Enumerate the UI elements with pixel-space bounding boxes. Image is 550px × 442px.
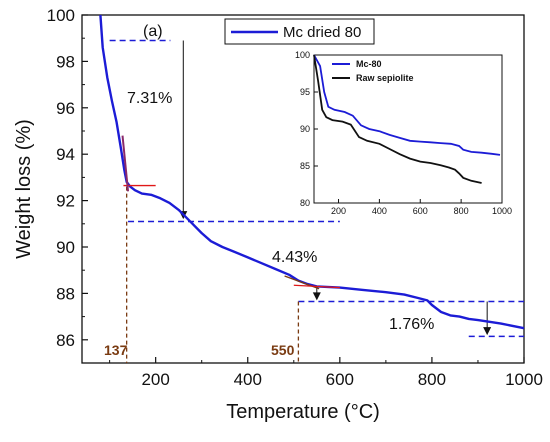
y-tick-label: 92 xyxy=(56,192,75,211)
y-tick-label: 90 xyxy=(56,238,75,257)
x-tick-label: 600 xyxy=(326,370,354,389)
inset-y-tick-label: 100 xyxy=(295,50,310,60)
onset2-temperature-label: 550 xyxy=(271,342,295,358)
inset-x-tick-label: 600 xyxy=(413,206,428,216)
main-tick-marks xyxy=(82,14,525,363)
arrow-step3-head xyxy=(483,327,492,336)
inset-y-tick-label: 85 xyxy=(300,161,310,171)
x-tick-label: 800 xyxy=(418,370,446,389)
x-tick-label: 400 xyxy=(234,370,262,389)
y-tick-label: 86 xyxy=(56,331,75,350)
inset-legend-label-raw-sepiolite: Raw sepiolite xyxy=(356,73,414,83)
x-tick-label: 200 xyxy=(141,370,169,389)
inset-y-tick-labels: 80 85 90 95 100 xyxy=(295,50,310,208)
arrow-step2-head xyxy=(312,292,321,301)
inset-y-tick-label: 90 xyxy=(300,124,310,134)
x-axis-title: Temperature (°C) xyxy=(226,401,380,423)
step1-weight-loss-label: 7.31% xyxy=(127,90,172,107)
inset-series-line-raw-sepiolite xyxy=(313,54,482,184)
y-tick-label: 100 xyxy=(47,6,75,25)
annotation-lines xyxy=(109,39,524,363)
y-tick-label: 98 xyxy=(56,52,75,71)
main-plot-frame xyxy=(81,14,525,364)
tangent-onset2-horizontal xyxy=(293,284,340,289)
tangent-lines xyxy=(121,135,340,290)
inset-series-line-mc-80 xyxy=(313,54,501,156)
inset-x-tick-label: 200 xyxy=(331,206,346,216)
y-tick-labels: 86 88 90 92 94 96 98 100 xyxy=(47,6,75,350)
x-tick-labels: 200 400 600 800 1000 xyxy=(141,370,542,389)
y-tick-label: 88 xyxy=(56,284,75,303)
inset-y-tick-label: 80 xyxy=(300,198,310,208)
y-axis-title: Weight loss (%) xyxy=(13,119,35,259)
panel-label: (a) xyxy=(143,23,163,40)
inset-x-tick-label: 400 xyxy=(372,206,387,216)
inset-x-tick-label: 1000 xyxy=(492,206,512,216)
legend: Mc dried 80 xyxy=(224,18,375,45)
y-tick-label: 94 xyxy=(56,145,75,164)
step3-weight-loss-label: 1.76% xyxy=(389,316,434,333)
onset1-temperature-label: 137 xyxy=(104,342,128,358)
inset-legend-label-mc-80: Mc-80 xyxy=(356,59,382,69)
step2-weight-loss-label: 4.43% xyxy=(272,249,317,266)
inset-y-tick-label: 95 xyxy=(300,87,310,97)
x-tick-label: 1000 xyxy=(505,370,543,389)
inset-chart: 200 400 600 800 1000 80 85 90 95 100 Mc-80 Raw s… xyxy=(295,50,512,216)
inset-plot-frame xyxy=(313,54,503,204)
legend-label-mc-dried-80: Mc dried 80 xyxy=(283,24,361,41)
inset-x-tick-label: 800 xyxy=(454,206,469,216)
inset-x-tick-labels: 200 400 600 800 1000 xyxy=(331,206,512,216)
y-tick-label: 96 xyxy=(56,99,75,118)
tangent-onset1-slope xyxy=(121,135,130,192)
